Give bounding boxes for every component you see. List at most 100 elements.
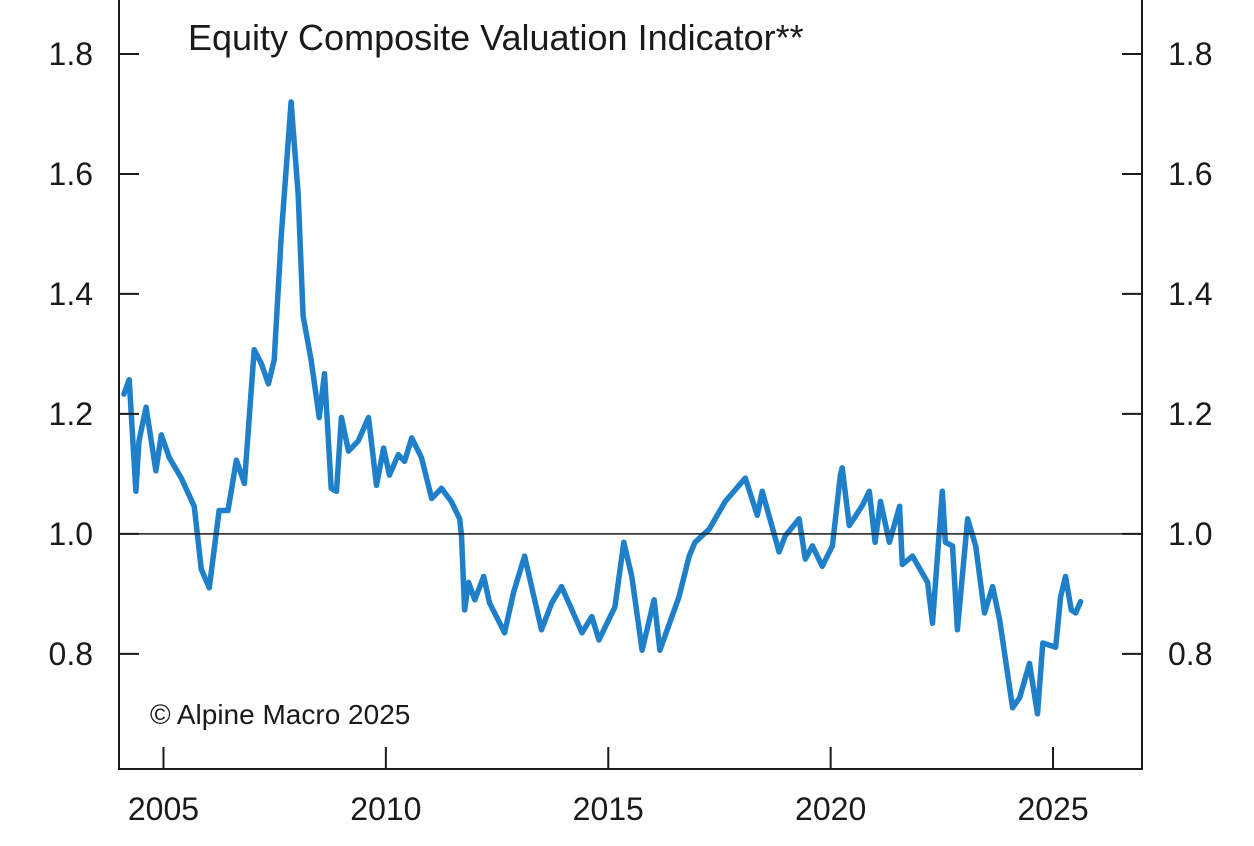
data-point	[925, 579, 931, 585]
data-point	[589, 614, 595, 620]
data-point	[381, 445, 387, 451]
data-point	[802, 556, 808, 562]
data-point	[982, 610, 988, 616]
data-point	[742, 475, 748, 481]
data-point	[225, 507, 231, 513]
data-point	[1058, 594, 1064, 600]
data-point	[316, 414, 322, 420]
data-point	[502, 630, 508, 636]
data-point	[897, 503, 903, 509]
data-point	[899, 561, 905, 567]
data-point	[657, 647, 663, 653]
data-point	[706, 526, 712, 532]
y-tick-label-right: 1.2	[1168, 396, 1212, 432]
series-line	[121, 99, 1084, 717]
data-point	[1034, 711, 1040, 717]
data-point	[271, 357, 277, 363]
data-point	[395, 452, 401, 458]
data-point	[1026, 660, 1032, 666]
data-point	[950, 543, 956, 549]
data-point	[153, 468, 159, 474]
data-point	[539, 627, 545, 633]
data-point	[328, 485, 334, 491]
data-point	[321, 371, 327, 377]
data-point	[549, 600, 555, 606]
data-point	[216, 507, 222, 513]
data-point	[809, 543, 815, 549]
data-point	[1062, 573, 1068, 579]
data-point	[909, 553, 915, 559]
y-tick-label-right: 1.4	[1168, 276, 1212, 312]
y-tick-label-left: 1.8	[49, 36, 93, 72]
x-tick-label: 2020	[795, 791, 866, 827]
data-point	[481, 573, 487, 579]
data-point	[338, 414, 344, 420]
data-point	[136, 438, 142, 444]
data-point	[265, 381, 271, 387]
data-point	[1017, 695, 1023, 701]
data-point	[206, 585, 212, 591]
data-point	[759, 488, 765, 494]
data-point	[366, 414, 372, 420]
tick-layer: 0.8 0.8 1.0 1.0 1.2 1.2 1.4 1.4 1.6 1.6 1.8 1.8 2005…	[49, 36, 1213, 827]
y-tick-label-right: 0.8	[1168, 636, 1212, 672]
data-point	[939, 488, 945, 494]
data-point	[121, 391, 127, 397]
data-point	[429, 495, 435, 501]
data-point	[639, 647, 645, 653]
data-point	[487, 600, 493, 606]
data-point	[166, 455, 172, 461]
data-point	[651, 597, 657, 603]
data-point	[579, 630, 585, 636]
y-tick-label-right: 1.0	[1168, 516, 1212, 552]
data-point	[1010, 705, 1016, 711]
data-point	[178, 475, 184, 481]
y-tick-label-left: 0.8	[49, 636, 93, 672]
data-point	[886, 539, 892, 545]
data-point	[308, 357, 314, 363]
data-point	[859, 503, 865, 509]
data-point	[472, 597, 478, 603]
y-tick-label-right: 1.6	[1168, 156, 1212, 192]
chart-title: Equity Composite Valuation Indicator**	[188, 17, 804, 58]
data-point	[374, 482, 380, 488]
data-point	[1078, 599, 1084, 605]
data-point	[686, 553, 692, 559]
data-point	[462, 607, 468, 613]
data-point	[612, 604, 618, 610]
data-point	[251, 347, 257, 353]
data-point	[954, 627, 960, 633]
data-point	[829, 543, 835, 549]
data-point	[409, 435, 415, 441]
data-point	[1040, 640, 1046, 646]
data-point	[126, 377, 132, 383]
data-point	[278, 232, 284, 238]
data-point	[754, 512, 760, 518]
series-layer	[121, 99, 1084, 717]
data-point	[158, 432, 164, 438]
data-point	[448, 498, 454, 504]
data-point	[288, 99, 294, 105]
data-point	[722, 498, 728, 504]
data-point	[355, 438, 361, 444]
data-point	[559, 584, 565, 590]
data-point	[596, 637, 602, 643]
data-point	[621, 539, 627, 545]
data-point	[438, 485, 444, 491]
y-tick-label-left: 1.0	[49, 516, 93, 552]
data-point	[930, 620, 936, 626]
data-point	[511, 590, 517, 596]
data-point	[241, 480, 247, 486]
data-point	[233, 457, 239, 463]
data-point	[846, 522, 852, 528]
data-point	[872, 539, 878, 545]
data-point	[839, 465, 845, 471]
data-point	[402, 458, 408, 464]
data-point	[866, 488, 872, 494]
data-point	[258, 361, 264, 367]
data-point	[819, 563, 825, 569]
x-tick-label: 2005	[128, 791, 199, 827]
data-point	[776, 549, 782, 555]
x-tick-label: 2010	[350, 791, 421, 827]
data-point	[346, 448, 352, 454]
